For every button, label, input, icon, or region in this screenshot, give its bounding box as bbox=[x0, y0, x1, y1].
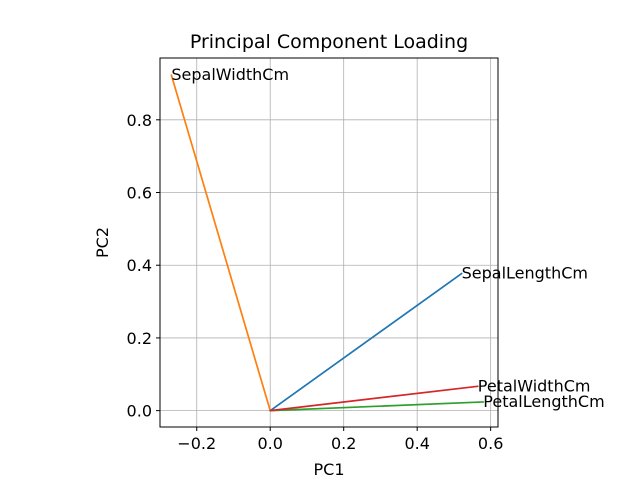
plot-frame bbox=[159, 57, 499, 428]
x-tick-label: 0.2 bbox=[331, 434, 356, 453]
loading-vector-sepalwidthcm bbox=[170, 74, 272, 412]
y-axis-label: PC2 bbox=[93, 227, 112, 258]
y-tick-label: 0.4 bbox=[127, 256, 152, 275]
x-axis-label: PC1 bbox=[314, 460, 345, 479]
vector-labels: SepalLengthCm SepalWidthCm PetalLengthCmPe… bbox=[171, 65, 604, 411]
x-tick-label: 0.6 bbox=[478, 434, 503, 453]
y-tick-label: 0.2 bbox=[127, 329, 152, 348]
x-tick-label: 0.0 bbox=[257, 434, 282, 453]
x-tick-label: −0.2 bbox=[177, 434, 216, 453]
y-tick-label: 0.0 bbox=[127, 402, 152, 421]
grid bbox=[160, 58, 498, 427]
y-tick-label: 0.8 bbox=[127, 111, 152, 130]
vector-label-sepallengthcm: SepalLengthCm bbox=[462, 264, 588, 283]
chart-title: Principal Component Loading bbox=[190, 31, 468, 53]
ticks: −0.2 0.0 0.2 0.4 0.6 0.0 0.2 0.4 0.6 0.8 bbox=[127, 111, 504, 453]
loading-vector-sepallengthcm bbox=[269, 272, 463, 412]
x-tick-label: 0.4 bbox=[404, 434, 429, 453]
vector-label-petalwidthcm: PetalWidthCm bbox=[478, 376, 591, 395]
y-tick-label: 0.6 bbox=[127, 184, 152, 203]
loading-vector-petalwidthcm bbox=[269, 385, 479, 412]
loading-vector-petallengthcm bbox=[269, 401, 485, 412]
vector-label-petallengthcm: PetalLengthCm bbox=[483, 392, 604, 411]
vector-label-sepalwidthcm: SepalWidthCm bbox=[171, 65, 289, 84]
series-lines bbox=[170, 74, 485, 412]
